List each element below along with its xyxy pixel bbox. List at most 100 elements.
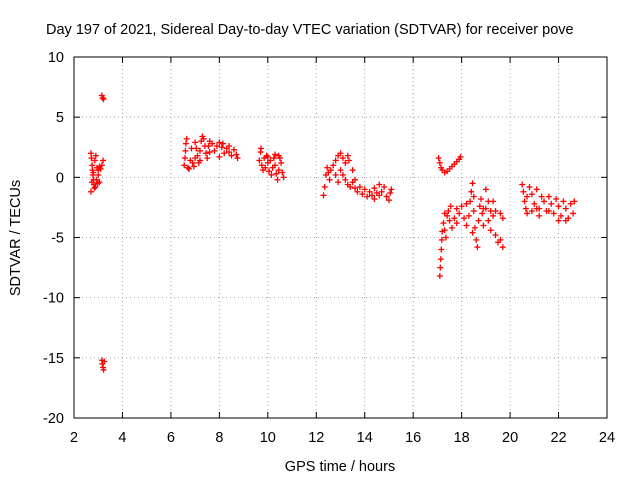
data-point <box>263 152 270 159</box>
data-point <box>194 152 201 159</box>
data-point <box>457 153 464 160</box>
data-point <box>469 180 476 187</box>
data-point <box>436 273 443 280</box>
data-point <box>337 150 344 157</box>
data-point <box>562 217 569 224</box>
data-point <box>371 185 378 192</box>
data-points <box>87 92 578 373</box>
data-point <box>184 164 191 171</box>
data-point <box>332 171 339 178</box>
data-point <box>445 208 452 215</box>
data-point <box>196 147 203 154</box>
data-point <box>388 186 395 193</box>
data-point <box>203 150 210 157</box>
data-point <box>480 222 487 229</box>
y-tick-label: -5 <box>51 231 64 247</box>
y-tick-label: -20 <box>43 411 64 427</box>
data-point <box>92 152 99 159</box>
data-point <box>189 159 196 166</box>
data-point <box>100 96 107 103</box>
data-point <box>473 236 480 243</box>
data-point <box>482 186 489 193</box>
data-point <box>376 192 383 199</box>
data-point <box>463 222 470 229</box>
data-point <box>538 193 545 200</box>
data-point <box>193 145 200 152</box>
data-point <box>453 205 460 212</box>
data-point <box>324 164 331 171</box>
data-point <box>335 179 342 186</box>
data-point <box>228 152 235 159</box>
data-point <box>270 155 277 162</box>
data-point <box>438 236 445 243</box>
data-point <box>490 198 497 205</box>
data-point <box>342 159 349 166</box>
data-point <box>359 191 366 198</box>
data-point <box>273 170 280 177</box>
data-point <box>182 147 189 154</box>
data-point <box>441 210 448 217</box>
data-point <box>91 185 98 192</box>
data-point <box>555 203 562 210</box>
data-point <box>521 198 528 205</box>
data-point <box>339 171 346 178</box>
x-tick-label: 6 <box>167 430 175 446</box>
data-point <box>321 183 328 190</box>
data-point <box>479 210 486 217</box>
data-point <box>206 149 213 156</box>
data-point <box>96 163 103 170</box>
data-point <box>345 157 352 164</box>
data-point <box>230 146 237 153</box>
data-point <box>366 188 373 195</box>
data-point <box>387 189 394 196</box>
data-point <box>204 155 211 162</box>
data-point <box>469 229 476 236</box>
data-point <box>383 193 390 200</box>
x-tick-label: 12 <box>308 430 324 446</box>
data-point <box>262 164 269 171</box>
data-point <box>368 192 375 199</box>
data-point <box>352 185 359 192</box>
data-point <box>91 157 98 164</box>
data-point <box>545 208 552 215</box>
data-point <box>181 155 188 162</box>
data-point <box>332 157 339 164</box>
data-point <box>548 200 555 207</box>
data-point <box>216 153 223 160</box>
data-point <box>349 167 356 174</box>
x-tick-label: 10 <box>260 430 276 446</box>
data-point <box>497 236 504 243</box>
data-point <box>448 224 455 231</box>
data-point <box>533 186 540 193</box>
y-tick-label: -10 <box>43 291 64 307</box>
data-point <box>216 139 223 146</box>
data-point <box>356 183 363 190</box>
data-point <box>490 212 497 219</box>
data-point <box>478 195 485 202</box>
x-tick-label: 22 <box>550 430 566 446</box>
data-point <box>376 181 383 188</box>
data-point <box>327 167 334 174</box>
y-axis-label: SDTVAR / TECUs <box>8 180 24 296</box>
data-point <box>190 163 197 170</box>
data-point <box>186 165 193 172</box>
data-point <box>456 210 463 217</box>
data-point <box>492 232 499 239</box>
data-point <box>337 167 344 174</box>
data-point <box>487 227 494 234</box>
data-point <box>567 200 574 207</box>
data-point <box>470 208 477 215</box>
data-point <box>219 140 226 147</box>
data-point <box>326 176 333 183</box>
x-tick-label: 24 <box>599 430 615 446</box>
data-point <box>441 227 448 234</box>
data-point <box>560 198 567 205</box>
data-point <box>272 151 279 158</box>
data-point <box>528 208 535 215</box>
data-point <box>528 191 535 198</box>
data-point <box>553 195 560 202</box>
x-tick-label: 20 <box>502 430 518 446</box>
data-point <box>442 234 449 241</box>
data-point <box>256 157 263 164</box>
